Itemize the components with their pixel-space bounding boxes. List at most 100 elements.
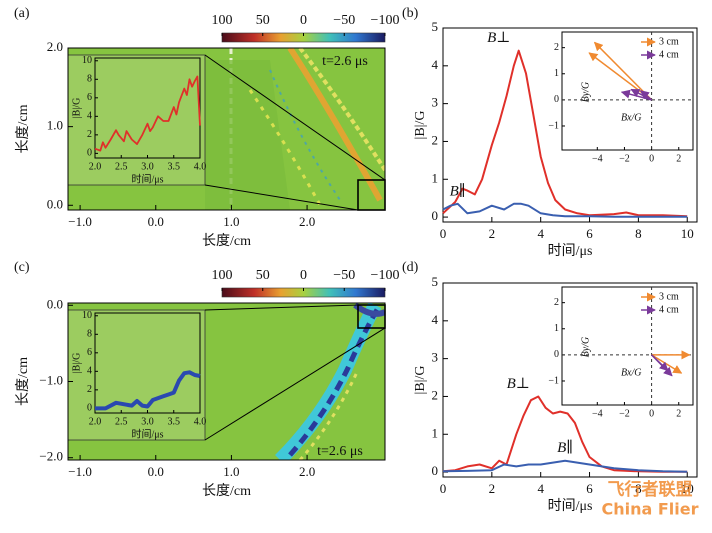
colorbar-tick-label: −100 — [371, 13, 400, 28]
series-label: B∥ — [557, 439, 573, 456]
y-tick-label: −2.0 — [39, 449, 63, 464]
y-tick-label: 0 — [432, 463, 439, 478]
colorbar-tick-label: 0 — [300, 13, 307, 28]
x-tick-label: 2 — [489, 481, 496, 496]
x-tick-label: −1.0 — [68, 214, 92, 229]
y-tick-label: 10 — [82, 310, 92, 321]
y-tick-label: 3 — [432, 95, 439, 110]
y-tick-label: 2 — [87, 384, 92, 395]
x-tick-label: 2 — [489, 226, 496, 241]
y-tick-label: 6 — [87, 92, 92, 103]
x-tick-label: 6 — [586, 481, 593, 496]
panel-label: (b) — [402, 6, 419, 21]
x-tick-label: 0.0 — [148, 214, 164, 229]
x-tick-label: 2.0 — [89, 161, 102, 172]
x-tick-label: −4 — [592, 408, 603, 419]
plot-frame — [67, 47, 386, 211]
y-tick-label: 0 — [87, 403, 92, 414]
x-tick-label: 10 — [681, 226, 694, 241]
watermark: China Flier — [601, 500, 698, 519]
inset-y-label: |B|/G — [71, 98, 82, 119]
panel-label: (d) — [402, 260, 419, 275]
y-tick-label: 1 — [554, 68, 559, 79]
y-tick-label: −1.0 — [39, 372, 63, 387]
series-label: B⊥ — [507, 376, 530, 392]
y-tick-label: −1 — [548, 375, 559, 386]
colorbar-tick-label: −50 — [333, 13, 355, 28]
x-tick-label: 2.0 — [299, 214, 315, 229]
x-tick-label: 2.5 — [115, 416, 128, 427]
y-tick-label: 4 — [87, 111, 92, 122]
y-tick-label: 3 — [432, 350, 439, 365]
y-tick-label: 8 — [87, 329, 92, 340]
plot-frame — [442, 282, 698, 478]
data-line — [442, 49, 688, 218]
x-tick-label: 8 — [635, 226, 642, 241]
colorbar-tick-label: 50 — [256, 268, 270, 283]
y-tick-label: 2 — [432, 132, 439, 147]
x-tick-label: 10 — [681, 481, 694, 496]
plot-frame — [442, 27, 698, 223]
x-tick-label: 3.0 — [141, 161, 154, 172]
x-tick-label: 6 — [586, 226, 593, 241]
x-axis-label: 长度/cm — [202, 233, 251, 249]
y-tick-label: 2 — [554, 42, 559, 53]
x-tick-label: 0 — [649, 153, 654, 164]
y-tick-label: 2.0 — [47, 39, 63, 54]
x-tick-label: 2.5 — [115, 161, 128, 172]
y-tick-label: 4 — [432, 57, 439, 72]
x-tick-label: 4.0 — [194, 416, 207, 427]
y-tick-label: 5 — [432, 19, 439, 34]
x-tick-label: −2 — [619, 153, 630, 164]
inset-x-label: Bx/G — [621, 367, 642, 378]
x-tick-label: 4 — [537, 226, 544, 241]
y-axis-label: |B|/G — [413, 111, 428, 140]
annotation: t=2.6 μs — [317, 444, 363, 459]
x-tick-label: 4.0 — [194, 161, 207, 172]
y-tick-label: 0.0 — [47, 196, 63, 211]
inset-x-label: 时间/μs — [131, 427, 163, 440]
y-tick-label: 5 — [432, 274, 439, 289]
x-tick-label: 0.0 — [148, 464, 164, 479]
x-tick-label: 2.0 — [89, 416, 102, 427]
y-tick-label: 0 — [87, 148, 92, 159]
watermark: 飞行者联盟 — [608, 479, 693, 500]
y-tick-label: 8 — [87, 74, 92, 85]
x-tick-label: 4 — [537, 481, 544, 496]
series-label: B⊥ — [487, 30, 510, 46]
data-line — [95, 370, 201, 411]
data-line — [442, 202, 688, 218]
panel-label: (a) — [14, 6, 30, 21]
inset-x-label: Bx/G — [621, 112, 642, 123]
colorbar-tick-label: −50 — [333, 268, 355, 283]
arrow — [640, 90, 653, 101]
y-axis-label: 长度/cm — [15, 357, 31, 406]
colorbar-tick-label: 50 — [256, 13, 270, 28]
x-tick-label: 2.0 — [299, 464, 315, 479]
legend-label: 3 cm — [659, 36, 679, 47]
zoom-guide — [204, 327, 386, 441]
y-tick-label: −1 — [548, 120, 559, 131]
x-tick-label: 3.0 — [141, 416, 154, 427]
y-tick-label: 1.0 — [47, 118, 63, 133]
x-tick-label: 2 — [676, 408, 681, 419]
y-axis-label: |B|/G — [413, 366, 428, 395]
y-tick-label: 2 — [87, 129, 92, 140]
inset-y-label: |B|/G — [71, 353, 82, 374]
y-axis-label: 长度/cm — [15, 104, 31, 153]
x-tick-label: 1.0 — [223, 214, 239, 229]
inset-y-label: By/G — [581, 337, 592, 358]
x-axis-label: 时间/μs — [548, 243, 593, 259]
x-tick-label: −4 — [592, 153, 603, 164]
y-tick-label: 6 — [87, 347, 92, 358]
colorbar-tick-label: 100 — [212, 268, 233, 283]
y-tick-label: 1 — [554, 323, 559, 334]
colorbar-tick-label: 100 — [212, 13, 233, 28]
inset-x-label: 时间/μs — [131, 172, 163, 185]
data-line — [94, 75, 201, 152]
zoom-guide — [204, 184, 359, 211]
y-tick-label: 1 — [432, 170, 439, 185]
legend-label: 4 cm — [659, 49, 679, 60]
y-tick-label: 4 — [87, 366, 92, 377]
